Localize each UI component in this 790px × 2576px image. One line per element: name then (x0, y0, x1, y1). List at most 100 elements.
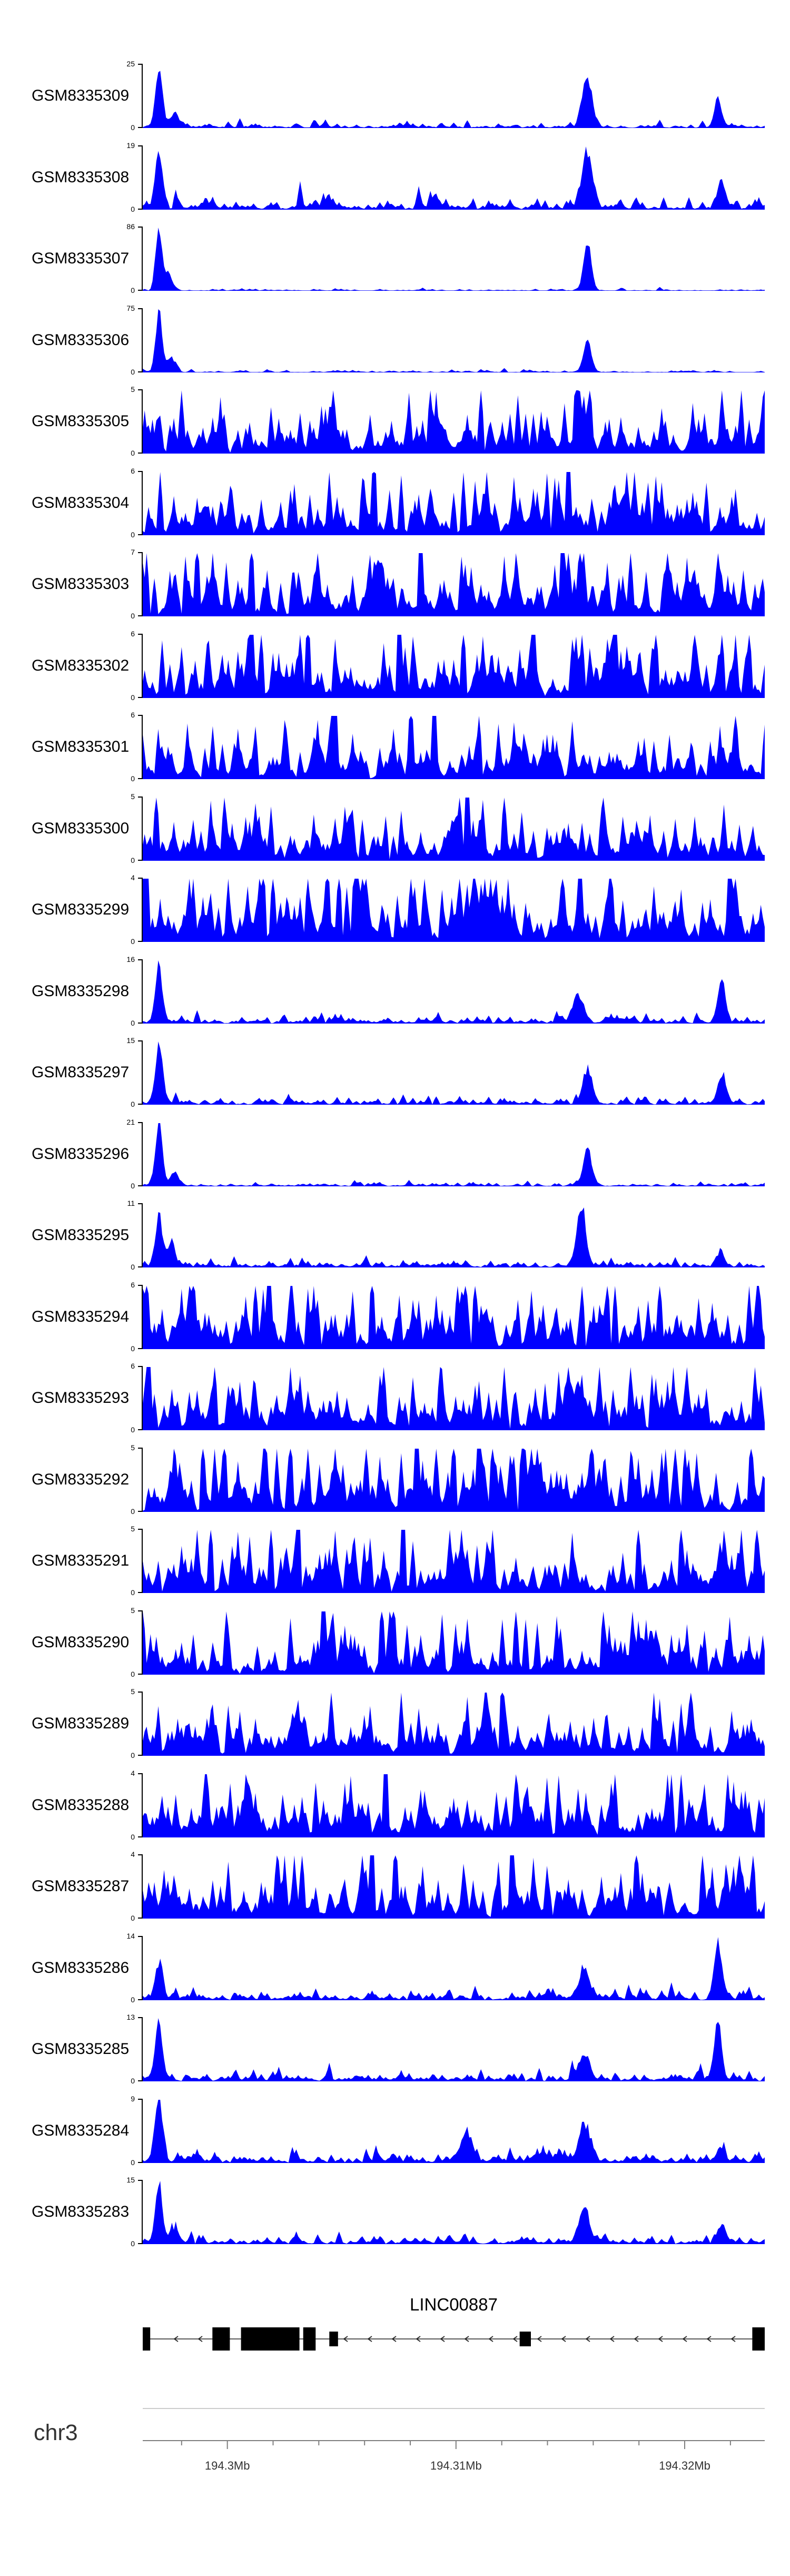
track-yaxis (138, 2098, 143, 2163)
signal-area (143, 797, 765, 861)
strand-arrow-icon (730, 2336, 736, 2342)
signal-area (143, 960, 765, 1024)
signal-track-row: GSM8335308 19 0 (0, 142, 790, 213)
signal-area (143, 1207, 765, 1267)
track-yaxis (138, 633, 143, 698)
signal-track-row: GSM8335304 6 0 (0, 467, 790, 538)
yaxis-zero-label: 0 (131, 1751, 135, 1759)
strand-arrow-icon (391, 2336, 397, 2342)
axis-tick-label: 194.3Mb (205, 2459, 250, 2472)
yaxis-max-label: 9 (131, 2094, 135, 2103)
genome-axis-track: 194.3Mb 194.31Mb 194.32Mb (143, 2440, 765, 2472)
yaxis-zero-label: 0 (131, 1507, 135, 1516)
strand-arrow-icon (537, 2336, 542, 2342)
yaxis-zero-label: 0 (131, 937, 135, 946)
yaxis-zero-label: 0 (131, 693, 135, 702)
track-label: GSM8335289 (32, 1715, 130, 1732)
track-label: GSM8335301 (32, 738, 130, 755)
track-label: GSM8335292 (32, 1470, 130, 1488)
signal-area (143, 228, 765, 291)
track-yaxis (138, 389, 143, 454)
signal-track-row: GSM8335305 5 0 (0, 385, 790, 457)
yaxis-max-label: 4 (131, 1850, 135, 1859)
exon-box (752, 2327, 765, 2351)
yaxis-max-label: 5 (131, 792, 135, 801)
yaxis-zero-label: 0 (131, 612, 135, 620)
yaxis-max-label: 6 (131, 466, 135, 475)
signal-area (143, 716, 765, 779)
signal-area (143, 1041, 765, 1105)
strand-arrow-icon (609, 2336, 615, 2342)
exon-box (212, 2327, 230, 2351)
track-yaxis (138, 1610, 143, 1675)
signal-area (143, 553, 765, 616)
track-label: GSM8335308 (32, 168, 130, 186)
track-label: GSM8335284 (32, 2121, 130, 2139)
yaxis-zero-label: 0 (131, 449, 135, 457)
yaxis-max-label: 15 (126, 1036, 135, 1045)
yaxis-zero-label: 0 (131, 1018, 135, 1027)
track-label: GSM8335290 (32, 1633, 130, 1651)
strand-arrow-icon (367, 2336, 372, 2342)
yaxis-max-label: 75 (126, 303, 135, 312)
strand-arrow-icon (440, 2336, 445, 2342)
track-label: GSM8335299 (32, 901, 130, 918)
track-label: GSM8335287 (32, 1877, 130, 1895)
yaxis-max-label: 15 (126, 2176, 135, 2184)
track-yaxis (138, 308, 143, 372)
yaxis-zero-label: 0 (131, 774, 135, 783)
gene-name-label: LINC00887 (410, 2295, 498, 2314)
yaxis-max-label: 6 (131, 1362, 135, 1370)
yaxis-zero-label: 0 (131, 1181, 135, 1190)
signal-track-row: GSM8335289 5 0 (0, 1688, 790, 1759)
signal-track-row: GSM8335294 6 0 (0, 1281, 790, 1352)
track-yaxis (138, 1447, 143, 1512)
signal-area (143, 2181, 765, 2244)
signal-track-row: GSM8335288 4 0 (0, 1769, 790, 1841)
signal-area (143, 1123, 765, 1186)
signal-area (143, 71, 765, 128)
signal-track-row: GSM8335302 6 0 (0, 630, 790, 702)
track-yaxis (138, 1284, 143, 1349)
strand-arrow-icon (416, 2336, 421, 2342)
yaxis-max-label: 4 (131, 1768, 135, 1777)
yaxis-zero-label: 0 (131, 2077, 135, 2085)
signal-area (143, 309, 765, 372)
track-yaxis (138, 1529, 143, 1593)
track-yaxis (138, 1935, 143, 2000)
yaxis-zero-label: 0 (131, 2158, 135, 2167)
signal-area (143, 1693, 765, 1756)
strand-arrow-icon (488, 2336, 493, 2342)
yaxis-zero-label: 0 (131, 1832, 135, 1841)
track-yaxis (138, 715, 143, 779)
yaxis-max-label: 5 (131, 385, 135, 394)
yaxis-zero-label: 0 (131, 123, 135, 132)
axis-tick-label: 194.31Mb (430, 2459, 482, 2472)
yaxis-max-label: 6 (131, 711, 135, 719)
signal-track-row: GSM8335306 75 0 (0, 304, 790, 376)
exon-box (519, 2332, 531, 2346)
track-yaxis (138, 1854, 143, 1919)
axis-top-rule (143, 2408, 765, 2409)
strand-arrow-icon (173, 2336, 179, 2342)
track-yaxis (138, 1692, 143, 1756)
chromosome-label: chr3 (34, 2420, 78, 2445)
track-label: GSM8335283 (32, 2203, 130, 2220)
strand-arrow-icon (464, 2336, 469, 2342)
signal-track-row: GSM8335290 5 0 (0, 1607, 790, 1678)
track-yaxis (138, 64, 143, 128)
strand-arrow-icon (658, 2336, 663, 2342)
track-label: GSM8335296 (32, 1145, 130, 1163)
track-label: GSM8335304 (32, 494, 130, 512)
track-yaxis (138, 2180, 143, 2244)
track-label: GSM8335298 (32, 982, 130, 1000)
track-yaxis (138, 1122, 143, 1186)
yaxis-zero-label: 0 (131, 856, 135, 864)
strand-arrow-icon (682, 2336, 687, 2342)
yaxis-max-label: 11 (127, 1199, 135, 1207)
signal-area (143, 390, 765, 454)
track-label: GSM8335297 (32, 1064, 130, 1081)
yaxis-zero-label: 0 (131, 1995, 135, 2004)
yaxis-max-label: 5 (131, 1525, 135, 1533)
